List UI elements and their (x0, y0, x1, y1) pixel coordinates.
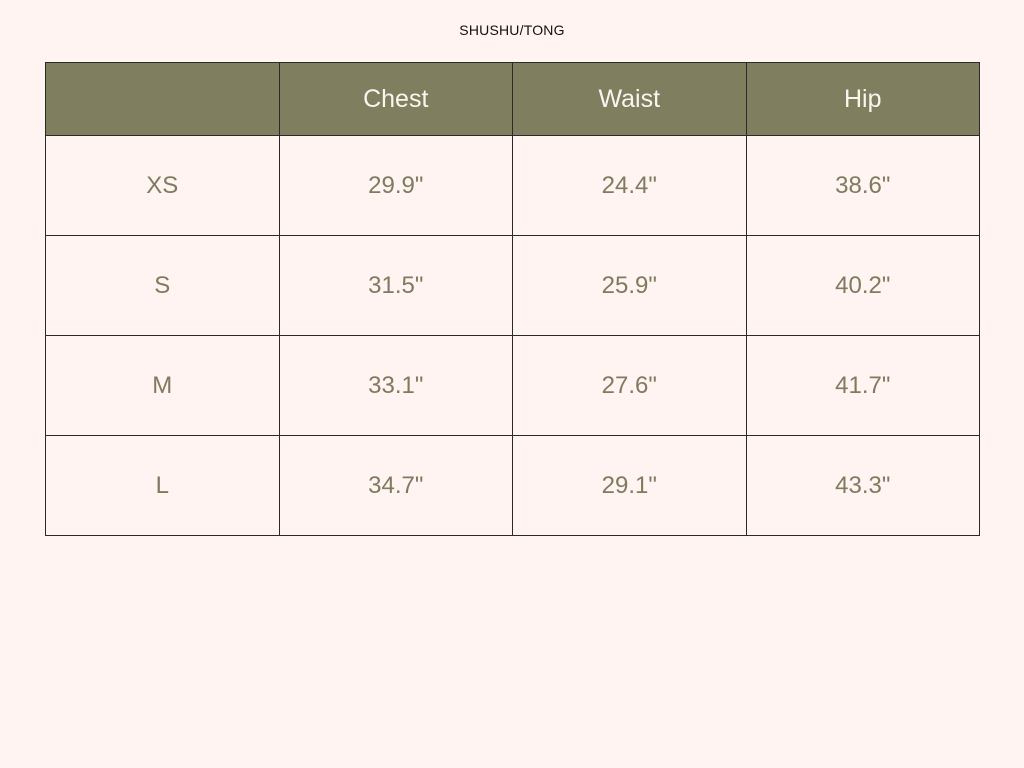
cell-size: XS (45, 135, 280, 236)
cell-waist: 29.1" (512, 435, 747, 536)
cell-waist: 24.4" (512, 135, 747, 236)
size-chart-table: Chest Waist Hip XS 29.9" 24.4" 38.6" S 31.5" 2… (45, 62, 980, 536)
cell-chest: 29.9" (278, 135, 513, 236)
cell-size: L (45, 435, 280, 536)
cell-chest: 33.1" (278, 335, 513, 436)
brand-title: SHUSHU/TONG (459, 22, 565, 38)
cell-waist: 27.6" (512, 335, 747, 436)
cell-hip: 40.2" (745, 235, 980, 336)
table-row: S 31.5" 25.9" 40.2" (45, 235, 980, 336)
cell-chest: 34.7" (278, 435, 513, 536)
cell-hip: 41.7" (745, 335, 980, 436)
table-row: L 34.7" 29.1" 43.3" (45, 435, 980, 536)
cell-hip: 38.6" (745, 135, 980, 236)
table-row: M 33.1" 27.6" 41.7" (45, 335, 980, 436)
header-cell-size (45, 62, 280, 136)
header-cell-waist: Waist (512, 62, 747, 136)
cell-hip: 43.3" (745, 435, 980, 536)
header-row: Chest Waist Hip (45, 62, 980, 136)
table-row: XS 29.9" 24.4" 38.6" (45, 135, 980, 236)
header-cell-chest: Chest (278, 62, 513, 136)
cell-size: S (45, 235, 280, 336)
cell-waist: 25.9" (512, 235, 747, 336)
cell-chest: 31.5" (278, 235, 513, 336)
cell-size: M (45, 335, 280, 436)
header-cell-hip: Hip (745, 62, 980, 136)
